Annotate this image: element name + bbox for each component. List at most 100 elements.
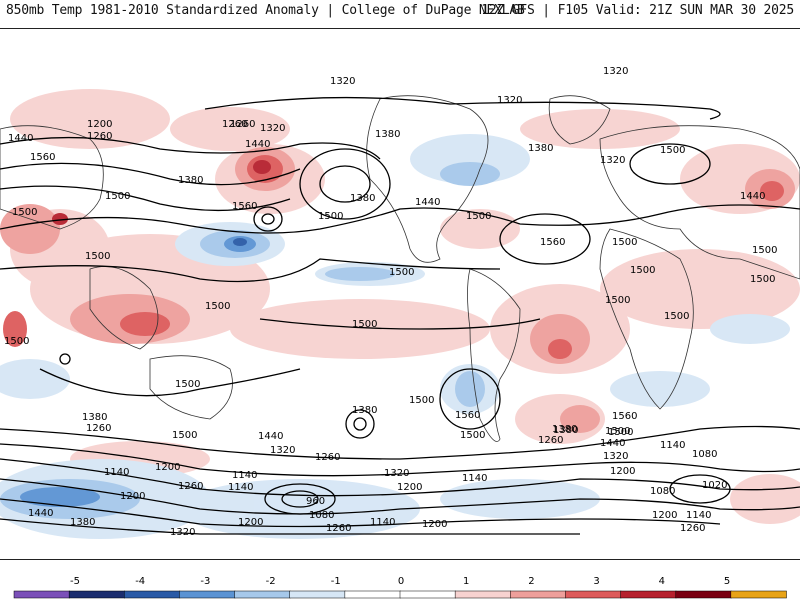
contour-label: 1020 [702,480,727,491]
colorbar-segment [68,590,126,599]
contour-label: 1260 [86,423,111,434]
colorbar-tick-label: 2 [528,576,534,587]
contour-label: 1140 [370,517,395,528]
contour-label: 1500 [409,395,434,406]
contour-label: 1260 [87,131,112,142]
colorbar-segment [289,590,346,599]
contour-label: 1500 [750,274,775,285]
contour-label: 1200 [238,517,263,528]
contour-label: 1260 [680,523,705,534]
colorbar-segment [730,590,787,599]
contour-label: 1320 [260,123,285,134]
colorbar-segment [565,590,622,599]
contour-label: 1200 [610,466,635,477]
contour-label: 1200 [652,510,677,521]
contour-label: 1380 [375,129,400,140]
colorbar-segment [454,590,512,599]
contour-label: 1440 [245,139,270,150]
contour-label: 1320 [603,66,628,77]
model-run-info: 12Z GFS | F105 Valid: 21Z SUN MAR 30 202… [481,3,794,18]
contour-label: 1440 [600,438,625,449]
contour-label: 1500 [608,427,633,438]
colorbar-tick-labels: -5 -4 -3 -2 -1 0 1 2 3 4 5 [70,576,730,587]
contour-label: 1560 [30,152,55,163]
contour-label: 1500 [466,211,491,222]
contour-label: 1320 [603,451,628,462]
contour-label: 1500 [460,430,485,441]
colorbar-tick-label: 3 [593,576,599,587]
contour-label: 1500 [389,267,414,278]
global-map: 1320 1320 1320 1440 1260 1260 1320 1380 … [0,28,800,560]
contour-label: 1380 [552,424,577,435]
contour-label: 1500 [105,191,130,202]
contour-label: 1320 [497,95,522,106]
contour-label: 1260 [326,523,351,534]
contour-label: 1260 [222,119,247,130]
contour-label: 1500 [12,207,37,218]
colorbar-segment [510,590,567,599]
contour-label: 1380 [553,425,578,436]
contour-label: 1440 [258,431,283,442]
contour-label: 1380 [352,405,377,416]
contour-label: 1560 [540,237,565,248]
contour-label: 1140 [232,470,257,481]
contour-label: 1440 [415,197,440,208]
colorbar-segment [13,590,70,599]
anomaly-colorbar: -5 -4 -3 -2 -1 0 1 2 3 4 5 [0,566,800,600]
contour-label: 1560 [612,411,637,422]
colorbar-tick-label: 0 [398,576,404,587]
contour-label: 1500 [605,295,630,306]
contour-label: 1140 [104,467,129,478]
contour-label: 1440 [28,508,53,519]
height-contours [0,96,800,535]
contour-label: 1500 [660,145,685,156]
contour-label: 1440 [8,133,33,144]
map-title: 850mb Temp 1981-2010 Standardized Anomal… [6,3,525,18]
colorbar-tick-label: 4 [659,576,665,587]
colorbar-segment [344,590,401,599]
contour-label: 1500 [752,245,777,256]
contour-label: 1380 [82,412,107,423]
contour-label: 1080 [650,486,675,497]
contour-label: 1080 [309,510,334,521]
contour-label: 1500 [612,237,637,248]
contour-label: 1200 [155,462,180,473]
contour-label: 1500 [605,426,630,437]
colorbar-tick-label: -2 [266,576,276,587]
contour-label: 1260 [315,452,340,463]
contour-label: 1260 [538,435,563,446]
contour-label: 1140 [462,473,487,484]
contour-label: 1200 [120,491,145,502]
contour-label: 1080 [692,449,717,460]
contour-label: 1200 [87,119,112,130]
contour-label: 1320 [330,76,355,87]
contour-label: 1320 [170,527,195,538]
colorbar-tick-label: -4 [135,576,145,587]
colorbar-segment [675,590,732,599]
colorbar-segment [179,590,236,599]
colorbar-tick-label: -3 [200,576,210,587]
contour-label: 1500 [172,430,197,441]
colorbar-segment [620,590,677,599]
colorbar-segment [124,590,181,599]
contour-label: 1560 [455,410,480,421]
contour-label: 1500 [630,265,655,276]
colorbar-tick-label: -1 [331,576,341,587]
contour-label: 1500 [85,251,110,262]
colorbar-tick-label: 1 [463,576,469,587]
contour-label: 1500 [352,319,377,330]
colorbar-tick-label: 5 [724,576,730,587]
contour-label: 1320 [270,445,295,456]
contour-label: 1260 [230,119,255,130]
contour-label: 1380 [70,517,95,528]
contour-label: 1500 [175,379,200,390]
contour-label: 1500 [318,211,343,222]
contour-label: 1320 [384,468,409,479]
contour-label: 1500 [664,311,689,322]
contour-label: 1560 [232,201,257,212]
contour-label: 1200 [422,519,447,530]
contour-label: 1320 [600,155,625,166]
contour-label: 1200 [397,482,422,493]
contour-label: 1140 [228,482,253,493]
contour-label: 1380 [528,143,553,154]
